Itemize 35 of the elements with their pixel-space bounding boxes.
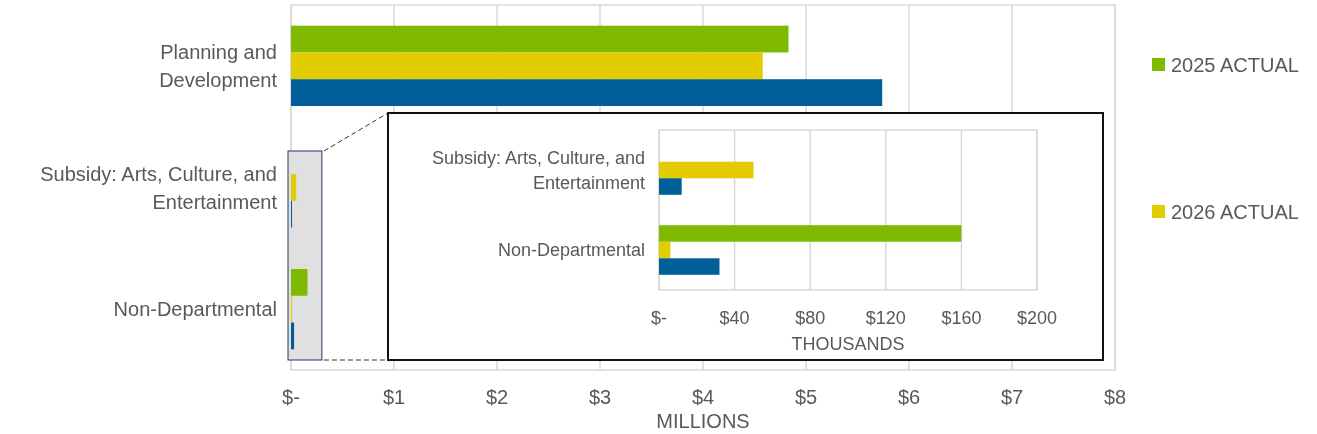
x-axis-title: THOUSANDS [791,334,905,354]
x-tick-label: $80 [795,308,826,328]
x-tick-label: $4 [691,386,715,408]
y-tick-label: Subsidy: Arts, Culture, and Entertainment [431,147,645,193]
bar [291,52,763,80]
bar [291,322,295,350]
bar [659,241,671,259]
x-tick-label: $5 [794,386,818,408]
x-tick-label: $120 [865,308,906,328]
bar [291,25,789,53]
x-tick-label: $- [282,386,300,408]
x-tick-label: $3 [588,386,612,408]
bar [659,178,682,195]
bar [291,174,297,201]
bar [291,79,883,106]
x-tick-label: $2 [485,386,509,408]
bar [659,161,754,179]
x-tick-label: $- [650,308,668,328]
y-tick-label: Planning and Development [159,40,278,91]
bar [291,269,308,296]
x-tick-label: $7 [1000,386,1024,408]
y-tick-label: Non-Departmental [497,240,645,261]
bar [659,258,720,275]
x-tick-label: $1 [382,386,406,408]
y-tick-label: Subsidy: Arts, Culture, and Entertainment [40,162,278,213]
bar [659,225,962,242]
legend-label: 2026 ACTUAL [1171,201,1299,223]
x-tick-label: $6 [897,386,921,408]
x-tick-label: $160 [941,308,982,328]
x-tick-label: $40 [719,308,750,328]
x-tick-label: $8 [1103,386,1127,408]
x-tick-label: $200 [1016,308,1058,328]
legend-label: 2025 ACTUAL [1171,54,1299,76]
y-tick-label: Non-Departmental [113,298,277,321]
x-axis-title: MILLIONS [656,410,750,432]
